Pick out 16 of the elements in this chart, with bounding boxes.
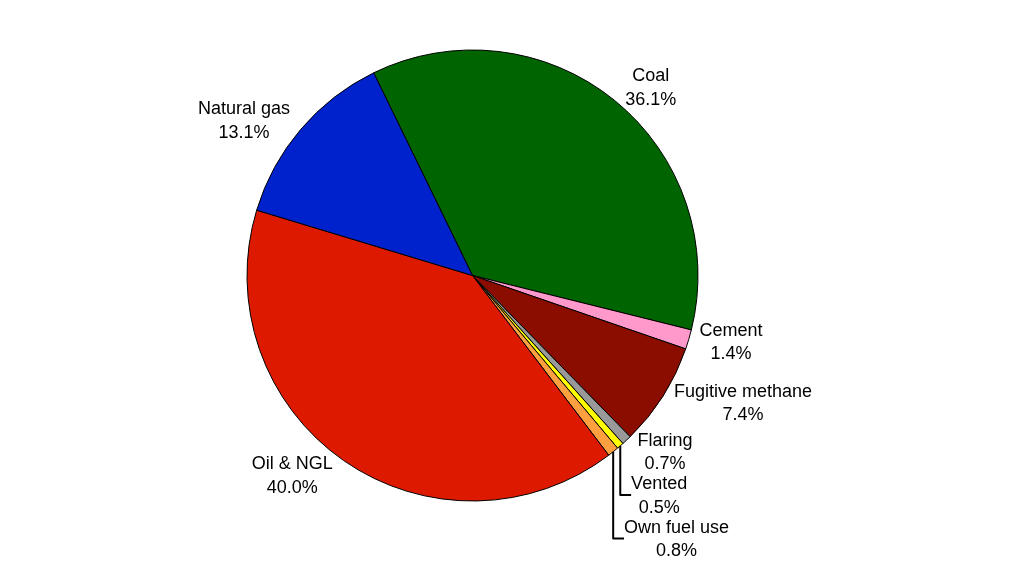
data-label: 7.4% bbox=[722, 403, 764, 424]
slice-label: Coal bbox=[632, 65, 670, 86]
slice-label: Flaring bbox=[637, 430, 693, 451]
data-label: 0.7% bbox=[644, 453, 686, 474]
slice-label: Natural gas bbox=[197, 98, 290, 119]
data-label: 0.5% bbox=[638, 496, 680, 517]
data-label: 1.4% bbox=[710, 342, 752, 363]
slice-label: Oil & NGL bbox=[251, 453, 333, 474]
slice-label: Fugitive methane bbox=[673, 380, 812, 401]
data-label: 36.1% bbox=[625, 88, 677, 109]
data-label: 13.1% bbox=[218, 121, 270, 142]
data-label: 0.8% bbox=[656, 540, 698, 561]
slice-label: Own fuel use bbox=[624, 516, 730, 537]
slice-label: Vented bbox=[631, 473, 688, 494]
slice-label: Cement bbox=[699, 319, 763, 340]
data-label: 40.0% bbox=[266, 476, 318, 497]
